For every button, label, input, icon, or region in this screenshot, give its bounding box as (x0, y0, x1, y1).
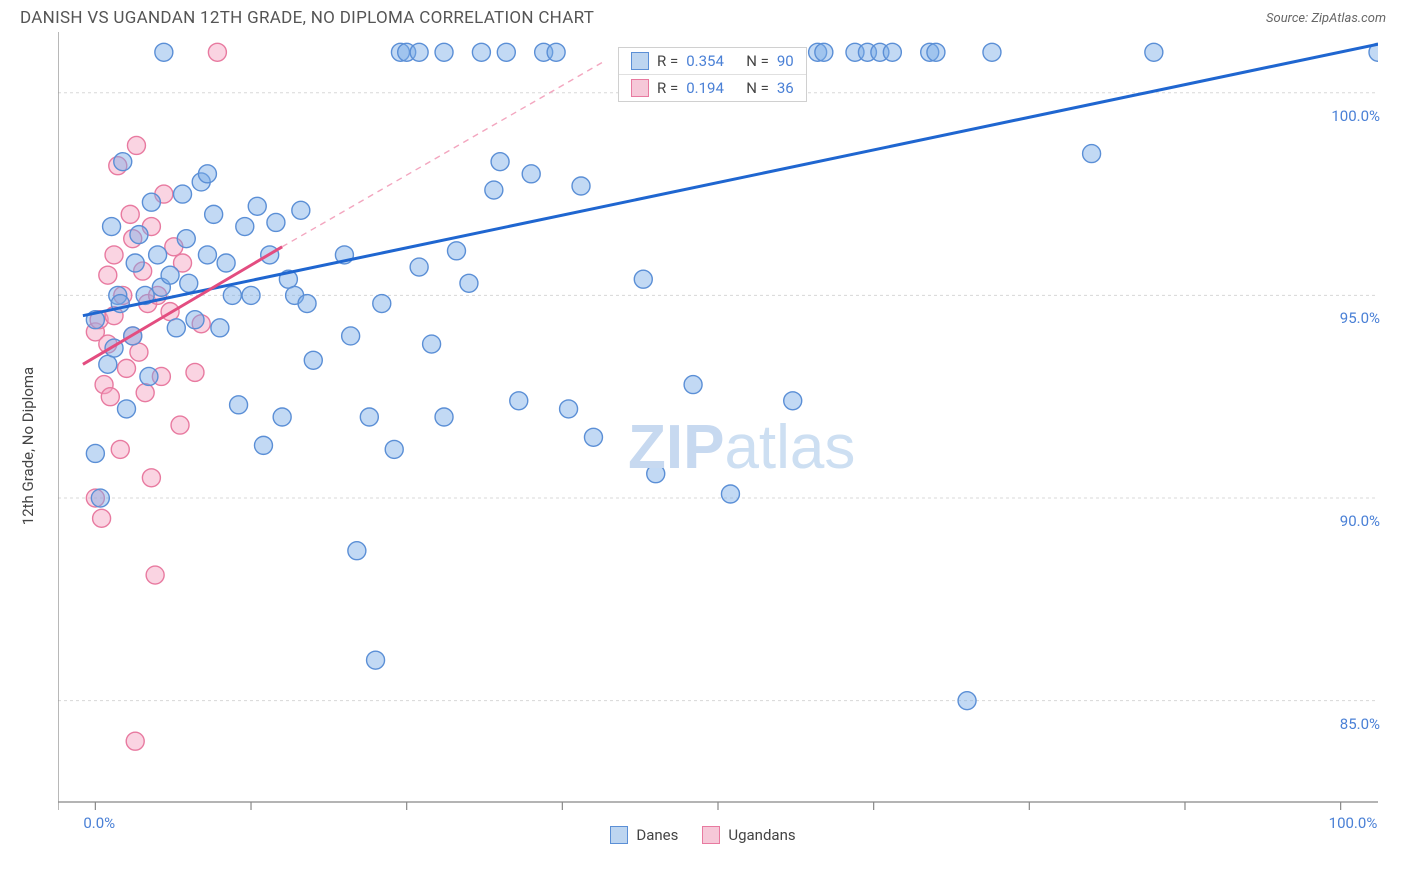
chart-title: DANISH VS UGANDAN 12TH GRADE, NO DIPLOMA… (20, 8, 594, 28)
y-tick-label: 85.0% (1340, 715, 1380, 733)
bottom-legend: Danes Ugandans (0, 826, 1406, 844)
legend-swatch (610, 826, 628, 844)
legend-swatch (631, 52, 649, 70)
legend-item: Danes (610, 826, 678, 844)
legend-swatch (631, 79, 649, 97)
y-tick-label: 95.0% (1340, 309, 1380, 327)
scatter-chart (58, 32, 1378, 822)
y-tick-label: 90.0% (1340, 512, 1380, 530)
legend-item: Ugandans (702, 826, 795, 844)
chart-area: ZIPatlas R =0.354N =90R =0.194N =36 85.0… (58, 32, 1386, 822)
stats-legend-row: R =0.354N =90 (619, 48, 806, 75)
y-axis-label: 12th Grade, No Diploma (19, 367, 37, 525)
chart-source: Source: ZipAtlas.com (1266, 11, 1386, 26)
stats-legend: R =0.354N =90R =0.194N =36 (618, 47, 807, 102)
legend-label: Ugandans (728, 826, 795, 844)
legend-label: Danes (636, 826, 678, 844)
x-tick-label: 0.0% (83, 814, 115, 832)
y-tick-label: 100.0% (1331, 107, 1380, 125)
stats-legend-row: R =0.194N =36 (619, 75, 806, 101)
chart-header: DANISH VS UGANDAN 12TH GRADE, NO DIPLOMA… (0, 0, 1406, 32)
x-tick-label: 100.0% (1329, 814, 1378, 832)
legend-swatch (702, 826, 720, 844)
